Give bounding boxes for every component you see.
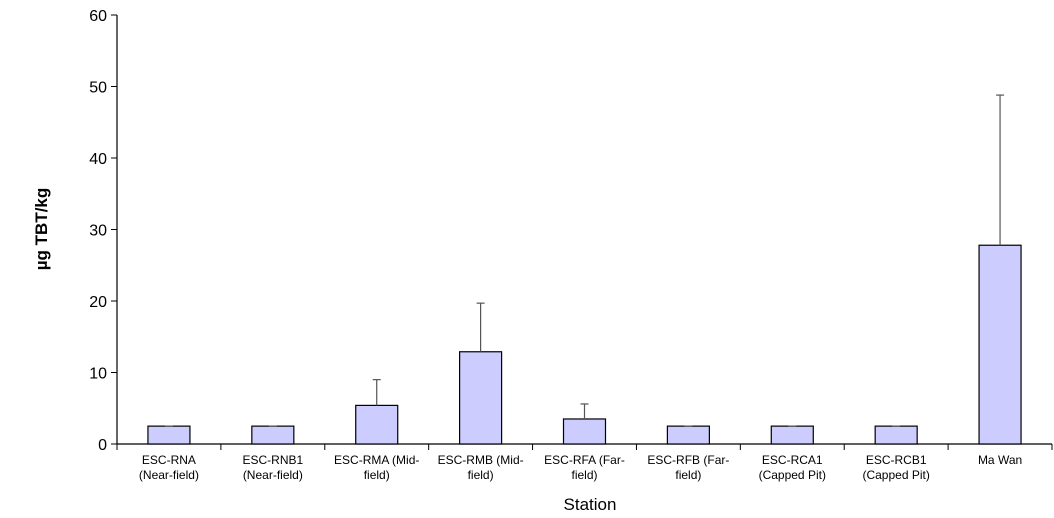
y-tick-label: 50 xyxy=(89,80,107,97)
y-tick-label: 30 xyxy=(89,223,107,240)
bar xyxy=(562,418,607,445)
axes xyxy=(116,15,1053,450)
x-tick-label: ESC-RNA (Near-field) xyxy=(139,453,199,482)
bar xyxy=(666,425,710,445)
bar xyxy=(770,425,814,445)
bar xyxy=(978,244,1022,445)
y-tick-label: 20 xyxy=(89,294,107,311)
y-tick-label: 10 xyxy=(89,366,107,383)
x-tick-label: ESC-RCA1 (Capped Pit) xyxy=(759,453,826,482)
bars xyxy=(147,244,1022,445)
bar xyxy=(251,425,295,445)
x-tick-label: ESC-RNB1 (Near-field) xyxy=(242,453,303,482)
bar xyxy=(459,351,503,445)
x-tick-label: ESC-RMA (Mid-field) xyxy=(334,453,419,482)
x-tick-label: Ma Wan xyxy=(978,453,1022,467)
x-tick-label: ESC-RCB1 (Capped Pit) xyxy=(862,453,929,482)
x-tick-label: ESC-RFB (Far-field) xyxy=(647,453,729,482)
bar xyxy=(147,425,191,445)
bar xyxy=(874,425,918,445)
bar xyxy=(355,404,399,445)
x-axis-title: Station xyxy=(564,495,617,514)
y-axis-title: µg TBT/kg xyxy=(32,188,51,271)
x-tick-labels: ESC-RNA (Near-field) ESC-RNB1 (Near-field) E… xyxy=(139,453,1022,482)
x-tick-label: ESC-RMB (Mid-field) xyxy=(438,453,524,482)
y-tick-label: 60 xyxy=(89,8,107,25)
x-tick-label: ESC-RFA (Far-field) xyxy=(544,453,625,482)
y-tick-label: 0 xyxy=(98,437,107,454)
error-bars xyxy=(164,94,1005,427)
y-tick-label: 40 xyxy=(89,151,107,168)
y-ticks: 0 10 20 30 40 50 60 xyxy=(89,8,117,454)
